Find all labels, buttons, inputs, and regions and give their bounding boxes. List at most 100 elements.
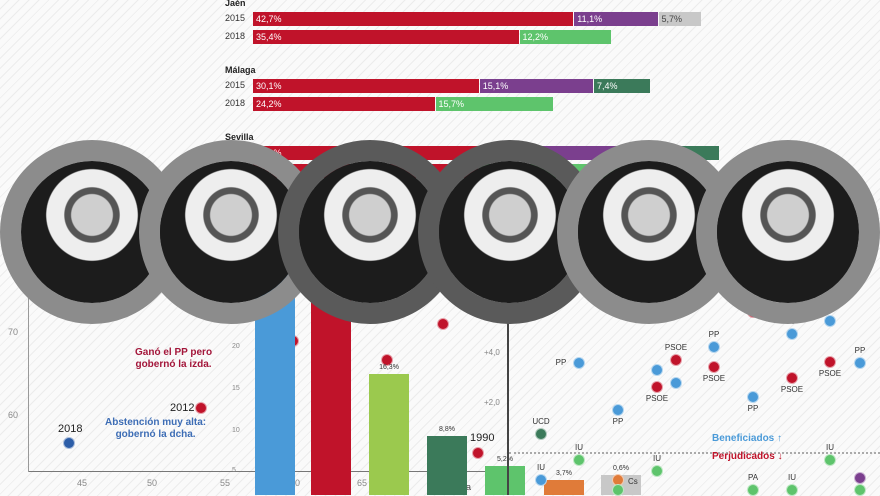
bar-value-label: 5,2% bbox=[497, 456, 513, 463]
scatter-point bbox=[535, 474, 547, 486]
scatter-point bbox=[824, 315, 836, 327]
portrait-3 bbox=[299, 161, 441, 303]
scatter-point bbox=[854, 484, 866, 496]
scatter-point bbox=[437, 318, 449, 330]
bar-segment: 15,7% bbox=[435, 97, 554, 111]
scatter-point bbox=[670, 354, 682, 366]
x-tick: 50 bbox=[147, 478, 158, 488]
point-label: IU bbox=[826, 443, 834, 452]
point-label: IU bbox=[653, 454, 661, 463]
bar-segment: 12,2% bbox=[519, 30, 611, 44]
portrait-ring bbox=[696, 140, 880, 324]
y-tick: +4,0 bbox=[484, 348, 500, 357]
annotation: Ganó el PP pero gobernó la izda. bbox=[135, 347, 213, 370]
bar-segment: 11,1% bbox=[574, 12, 658, 26]
scatter-point bbox=[747, 484, 759, 496]
x-tick: 45 bbox=[77, 478, 88, 488]
bar-segment: 35,4% bbox=[253, 30, 519, 44]
zero-line bbox=[509, 452, 880, 454]
point-label: 2012 bbox=[170, 402, 195, 414]
y-tick: +2,0 bbox=[484, 398, 500, 407]
legend-beneficiados: Beneficiados ↑ bbox=[712, 433, 783, 444]
point-label: PSOE bbox=[645, 394, 669, 403]
vote-bar bbox=[485, 466, 525, 495]
point-label: PA bbox=[747, 473, 759, 482]
scatter-point bbox=[651, 465, 663, 477]
vote-bar bbox=[544, 480, 584, 495]
bar-value-label: 8,8% bbox=[439, 426, 455, 433]
point-label: PP bbox=[854, 346, 866, 355]
bar-segment: 42,7% bbox=[253, 12, 574, 26]
point-label: 1990 bbox=[470, 432, 495, 444]
scatter-point bbox=[786, 484, 798, 496]
scatter-point bbox=[708, 341, 720, 353]
y-tick: 20 bbox=[232, 343, 240, 350]
scatter-point bbox=[63, 437, 75, 449]
point-label: PSOE bbox=[818, 369, 842, 378]
scatter-point bbox=[670, 377, 682, 389]
scatter-point bbox=[472, 447, 484, 459]
scatter-point bbox=[195, 402, 207, 414]
point-label: IU bbox=[788, 473, 796, 482]
y-axis-line bbox=[507, 300, 509, 495]
region-label: Málaga bbox=[225, 65, 256, 75]
legend-perjudicados: Perjudicados ↓ bbox=[712, 451, 783, 462]
y-axis-line bbox=[28, 240, 29, 472]
scatter-point bbox=[651, 381, 663, 393]
bar-segment: 15,1% bbox=[479, 79, 593, 93]
scatter-point bbox=[612, 484, 624, 496]
region-label: Sevilla bbox=[225, 132, 254, 142]
point-label: IU bbox=[537, 463, 545, 472]
scatter-point bbox=[535, 428, 547, 440]
vote-bar bbox=[311, 300, 351, 495]
scatter-point bbox=[786, 328, 798, 340]
point-label: PSOE bbox=[780, 385, 804, 394]
x-tick: 55 bbox=[220, 478, 231, 488]
year-label: 2015 bbox=[225, 80, 246, 90]
scatter-point bbox=[854, 357, 866, 369]
scatter-point bbox=[854, 472, 866, 484]
bar-segment: 7,4% bbox=[594, 79, 650, 93]
y-tick: 10 bbox=[232, 427, 240, 434]
point-label: PP bbox=[612, 417, 624, 426]
point-label: Cs bbox=[628, 477, 638, 486]
bar-value-label: 16,3% bbox=[379, 364, 399, 371]
year-label: 2015 bbox=[225, 13, 246, 23]
scatter-point bbox=[651, 364, 663, 376]
point-label: PP bbox=[555, 358, 567, 367]
bar-value-label: 0,6% bbox=[613, 465, 629, 472]
scatter-point bbox=[381, 354, 393, 366]
year-label: 2018 bbox=[225, 98, 246, 108]
point-label: PSOE bbox=[664, 343, 688, 352]
point-label: 2018 bbox=[58, 423, 83, 435]
point-label: IU bbox=[575, 443, 583, 452]
bar-segment: 30,1% bbox=[253, 79, 479, 93]
scatter-point bbox=[573, 357, 585, 369]
point-label: PP bbox=[747, 404, 759, 413]
bar-segment: 24,2% bbox=[253, 97, 435, 111]
scatter-point bbox=[824, 356, 836, 368]
scatter-point bbox=[573, 454, 585, 466]
vote-bar bbox=[369, 374, 409, 495]
y-tick: 15 bbox=[232, 385, 240, 392]
point-label: UCD bbox=[532, 417, 550, 426]
point-label: PP bbox=[708, 330, 720, 339]
y-tick: 70 bbox=[8, 327, 19, 337]
bar-value-label: 3,7% bbox=[556, 470, 572, 477]
y-tick: 60 bbox=[8, 410, 19, 420]
x-tick: 60 bbox=[290, 478, 301, 488]
y-tick: 5 bbox=[232, 467, 236, 474]
scatter-point bbox=[824, 454, 836, 466]
vote-bar bbox=[427, 436, 467, 495]
region-label: Jaén bbox=[225, 0, 246, 8]
scatter-point bbox=[786, 372, 798, 384]
annotation: Abstención muy alta: gobernó la dcha. bbox=[105, 417, 207, 440]
year-label: 2018 bbox=[225, 31, 246, 41]
x-tick: 65 bbox=[357, 478, 368, 488]
portrait-6 bbox=[717, 161, 859, 303]
point-label: PSOE bbox=[702, 374, 726, 383]
scatter-point bbox=[708, 361, 720, 373]
scatter-point bbox=[747, 391, 759, 403]
scatter-point bbox=[612, 404, 624, 416]
bar-segment: 5,7% bbox=[658, 12, 702, 26]
